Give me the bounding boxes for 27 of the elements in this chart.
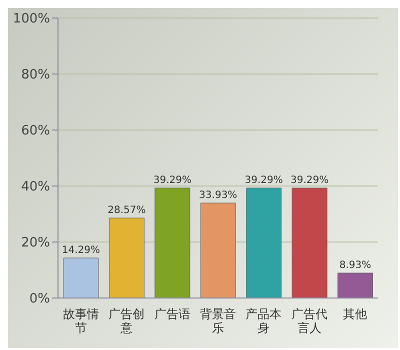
bar (63, 258, 99, 298)
y-tick-label: 20% (21, 236, 50, 251)
y-tick-label: 100% (12, 12, 50, 27)
bar (246, 188, 282, 298)
bar (338, 272, 374, 298)
x-tick-label: 广告创意 (108, 307, 145, 335)
y-tick-label: 60% (21, 124, 50, 139)
x-tick-label: 背景音乐 (200, 307, 236, 335)
y-tick-label: 40% (21, 180, 50, 195)
data-label: 39.29% (244, 174, 283, 186)
bar (154, 188, 190, 298)
y-tick-label: 80% (21, 68, 50, 83)
bar (292, 188, 328, 298)
data-label: 14.29% (62, 244, 100, 256)
data-label: 39.29% (290, 174, 329, 186)
x-tick-label: 广告代言人 (291, 307, 328, 335)
y-tick-label: 0% (29, 292, 50, 307)
bar (108, 218, 144, 298)
x-tick-label: 广告语 (154, 307, 190, 321)
data-label: 39.29% (153, 174, 192, 186)
data-label: 33.93% (199, 190, 238, 201)
data-label: 28.57% (108, 205, 146, 216)
bar (200, 202, 236, 298)
x-tick-label: 产品本身 (246, 307, 282, 335)
x-tick-label: 故事情节 (62, 307, 99, 335)
data-label: 8.93% (339, 260, 372, 271)
x-tick-label: 其他 (343, 307, 368, 321)
